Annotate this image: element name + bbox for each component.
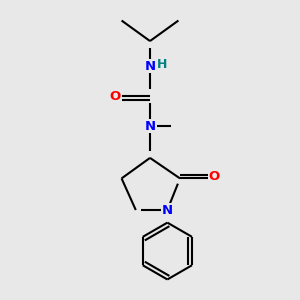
Text: N: N bbox=[144, 60, 156, 73]
Text: O: O bbox=[208, 170, 220, 183]
Text: O: O bbox=[110, 90, 121, 103]
Text: N: N bbox=[162, 203, 173, 217]
Text: N: N bbox=[144, 120, 156, 133]
Text: H: H bbox=[157, 58, 167, 71]
